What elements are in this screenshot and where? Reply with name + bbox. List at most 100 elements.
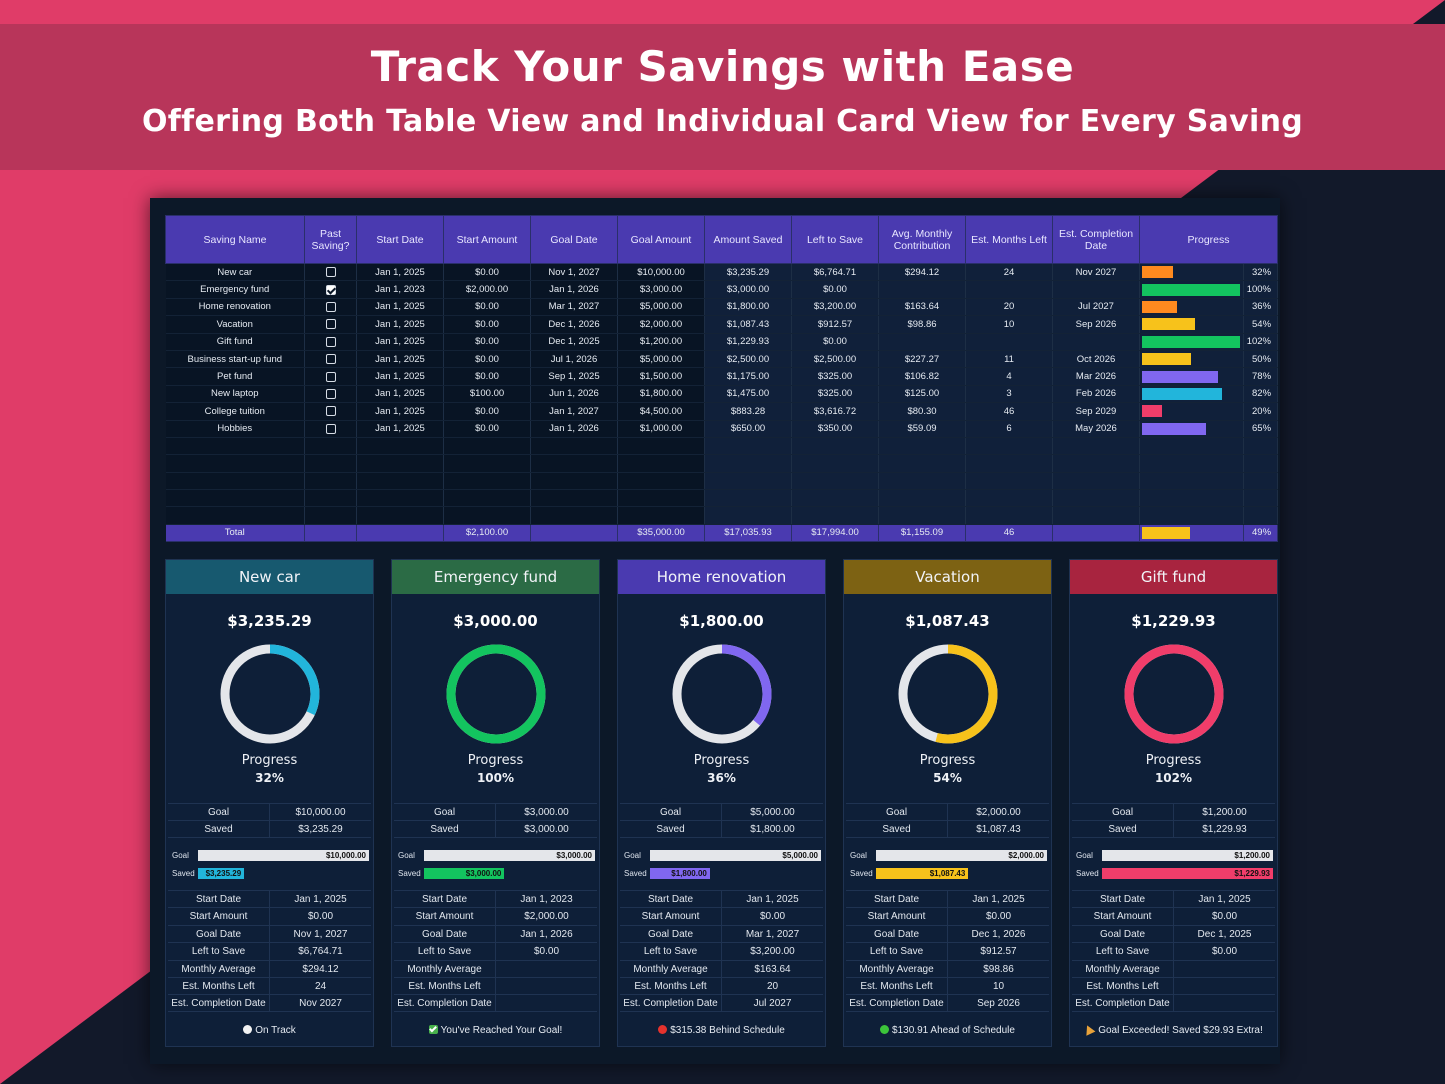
past-saving-checkbox[interactable] — [304, 350, 357, 369]
est-months-left-cell[interactable]: 6 — [965, 420, 1053, 438]
saving-name-cell[interactable]: New car — [165, 263, 305, 282]
start-amount-cell[interactable]: $100.00 — [443, 385, 531, 404]
goal-amount-cell[interactable]: $4,500.00 — [617, 402, 705, 421]
checkbox-icon[interactable] — [325, 319, 336, 330]
saving-name-cell[interactable]: Vacation — [165, 315, 305, 334]
goal-amount-cell[interactable]: $1,500.00 — [617, 367, 705, 386]
amount-saved-cell[interactable]: $1,800.00 — [704, 298, 792, 317]
start-amount-cell[interactable]: $0.00 — [443, 298, 531, 317]
start-amount-cell[interactable]: $0.00 — [443, 315, 531, 334]
est-months-left-cell[interactable]: 10 — [965, 315, 1053, 334]
goal-amount-cell[interactable]: $3,000.00 — [617, 280, 705, 299]
goal-amount-cell[interactable]: $1,000.00 — [617, 420, 705, 438]
saving-name-cell[interactable] — [165, 437, 305, 456]
est-completion-cell[interactable]: Oct 2026 — [1052, 350, 1140, 369]
saving-name-cell[interactable] — [165, 506, 305, 525]
past-saving-checkbox[interactable] — [304, 280, 357, 299]
left-to-save-cell[interactable]: $912.57 — [791, 315, 879, 334]
goal-amount-cell[interactable]: $2,000.00 — [617, 315, 705, 334]
goal-amount-cell[interactable] — [617, 506, 705, 525]
start-date-cell[interactable] — [356, 489, 444, 508]
amount-saved-cell[interactable]: $1,175.00 — [704, 367, 792, 386]
start-date-cell[interactable]: Jan 1, 2025 — [356, 298, 444, 317]
past-saving-checkbox[interactable] — [304, 420, 357, 438]
goal-amount-cell[interactable] — [617, 437, 705, 456]
goal-amount-cell[interactable]: $1,200.00 — [617, 333, 705, 351]
saving-card[interactable]: New car $3,235.29 Progress 32% Goal $10,000.0… — [165, 559, 374, 1047]
start-date-cell[interactable]: Jan 1, 2025 — [356, 420, 444, 438]
col-est-completion[interactable]: Est. Completion Date — [1052, 215, 1140, 264]
est-months-left-cell[interactable] — [965, 437, 1053, 456]
saving-name-cell[interactable]: Hobbies — [165, 420, 305, 438]
avg-monthly-cell[interactable]: $227.27 — [878, 350, 966, 369]
col-est-months-left[interactable]: Est. Months Left — [965, 215, 1053, 264]
col-goal-date[interactable]: Goal Date — [530, 215, 618, 264]
est-months-left-cell[interactable]: 24 — [965, 263, 1053, 282]
left-to-save-cell[interactable]: $0.00 — [791, 280, 879, 299]
left-to-save-cell[interactable]: $325.00 — [791, 367, 879, 386]
col-start-date[interactable]: Start Date — [356, 215, 444, 264]
past-saving-checkbox[interactable] — [304, 263, 357, 282]
past-saving-checkbox[interactable] — [304, 506, 357, 525]
est-months-left-cell[interactable] — [965, 506, 1053, 525]
start-amount-cell[interactable]: $2,000.00 — [443, 280, 531, 299]
est-months-left-cell[interactable] — [965, 489, 1053, 508]
avg-monthly-cell[interactable]: $98.86 — [878, 315, 966, 334]
start-amount-cell[interactable] — [443, 489, 531, 508]
saving-name-cell[interactable]: Pet fund — [165, 367, 305, 386]
past-saving-checkbox[interactable] — [304, 298, 357, 317]
col-avg-monthly[interactable]: Avg. Monthly Contribution — [878, 215, 966, 264]
avg-monthly-cell[interactable]: $125.00 — [878, 385, 966, 404]
left-to-save-cell[interactable]: $350.00 — [791, 420, 879, 438]
start-date-cell[interactable] — [356, 506, 444, 525]
amount-saved-cell[interactable] — [704, 506, 792, 525]
avg-monthly-cell[interactable]: $106.82 — [878, 367, 966, 386]
est-completion-cell[interactable] — [1052, 333, 1140, 351]
est-completion-cell[interactable] — [1052, 472, 1140, 491]
past-saving-checkbox[interactable] — [304, 367, 357, 386]
start-date-cell[interactable]: Jan 1, 2025 — [356, 263, 444, 282]
amount-saved-cell[interactable] — [704, 489, 792, 508]
start-amount-cell[interactable]: $0.00 — [443, 263, 531, 282]
checkbox-icon[interactable] — [325, 267, 336, 278]
left-to-save-cell[interactable]: $6,764.71 — [791, 263, 879, 282]
est-months-left-cell[interactable]: 46 — [965, 402, 1053, 421]
amount-saved-cell[interactable]: $650.00 — [704, 420, 792, 438]
est-months-left-cell[interactable]: 11 — [965, 350, 1053, 369]
goal-amount-cell[interactable] — [617, 454, 705, 473]
avg-monthly-cell[interactable] — [878, 489, 966, 508]
left-to-save-cell[interactable]: $3,616.72 — [791, 402, 879, 421]
start-date-cell[interactable]: Jan 1, 2025 — [356, 385, 444, 404]
avg-monthly-cell[interactable]: $294.12 — [878, 263, 966, 282]
est-months-left-cell[interactable]: 20 — [965, 298, 1053, 317]
saving-card[interactable]: Emergency fund $3,000.00 Progress 100% Goal $… — [391, 559, 600, 1047]
goal-date-cell[interactable] — [530, 506, 618, 525]
past-saving-checkbox[interactable] — [304, 385, 357, 404]
est-months-left-cell[interactable] — [965, 454, 1053, 473]
col-start-amount[interactable]: Start Amount — [443, 215, 531, 264]
avg-monthly-cell[interactable]: $59.09 — [878, 420, 966, 438]
goal-date-cell[interactable] — [530, 489, 618, 508]
past-saving-checkbox[interactable] — [304, 472, 357, 491]
past-saving-checkbox[interactable] — [304, 333, 357, 351]
est-completion-cell[interactable] — [1052, 506, 1140, 525]
left-to-save-cell[interactable] — [791, 454, 879, 473]
est-months-left-cell[interactable]: 4 — [965, 367, 1053, 386]
left-to-save-cell[interactable] — [791, 472, 879, 491]
left-to-save-cell[interactable]: $3,200.00 — [791, 298, 879, 317]
checkbox-icon[interactable] — [325, 423, 336, 434]
saving-name-cell[interactable]: Gift fund — [165, 333, 305, 351]
saving-name-cell[interactable] — [165, 489, 305, 508]
saving-card[interactable]: Vacation $1,087.43 Progress 54% Goal $2,000.0… — [843, 559, 1052, 1047]
goal-date-cell[interactable] — [530, 454, 618, 473]
past-saving-checkbox[interactable] — [304, 489, 357, 508]
avg-monthly-cell[interactable] — [878, 437, 966, 456]
est-months-left-cell[interactable]: 3 — [965, 385, 1053, 404]
est-completion-cell[interactable] — [1052, 489, 1140, 508]
checkbox-icon[interactable] — [325, 301, 336, 312]
start-amount-cell[interactable]: $0.00 — [443, 333, 531, 351]
goal-date-cell[interactable] — [530, 437, 618, 456]
est-completion-cell[interactable]: Jul 2027 — [1052, 298, 1140, 317]
start-amount-cell[interactable]: $0.00 — [443, 350, 531, 369]
checkbox-icon[interactable] — [325, 371, 336, 382]
